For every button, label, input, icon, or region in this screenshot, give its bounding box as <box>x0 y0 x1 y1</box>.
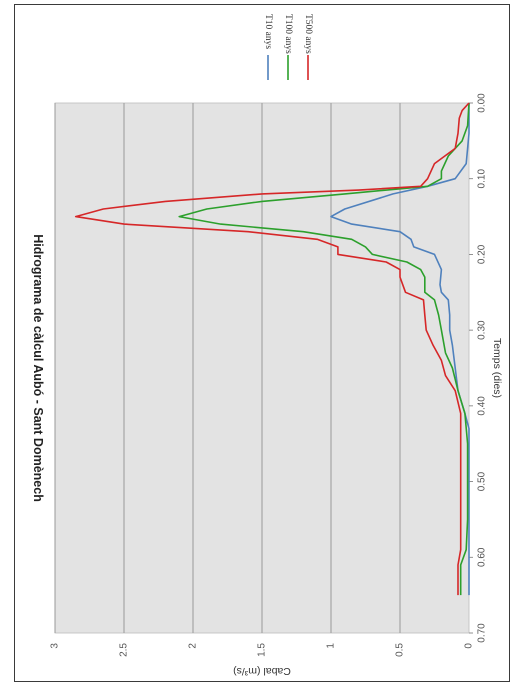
plot-layer: 0 0.5 1 1.5 2 2.5 3 0.00 0.10 0.20 0.30 0.40 0.50 0.6… <box>31 14 503 677</box>
x-tick-label: 0.70 <box>476 623 487 643</box>
y-tick-label: 2.5 <box>119 643 130 657</box>
x-tick-label: 0.20 <box>476 244 487 264</box>
x-tick-label: 0.40 <box>476 396 487 416</box>
y-axis-label: Cabal (m³/s) <box>233 665 291 677</box>
series-line-t100-anys <box>178 102 470 596</box>
legend-label: T100 anys <box>283 14 293 54</box>
y-tick-label: 1.5 <box>257 643 268 657</box>
x-tick-label: 0.60 <box>476 547 487 567</box>
series-line-t500-anys <box>74 102 470 596</box>
x-tick-label: 0.10 <box>476 169 487 189</box>
x-axis-label: Temps (dies) <box>491 338 503 398</box>
y-tick-label: 0.5 <box>395 643 406 657</box>
y-tick-label: 2 <box>188 643 199 649</box>
x-tick-label: 0.50 <box>476 471 487 491</box>
y-tick-label: 0 <box>464 643 475 649</box>
chart-title: Hidrograma de càlcul Aubó - Sant Domènec… <box>31 234 45 502</box>
y-tick-label: 1 <box>326 643 337 649</box>
x-tick-label: 0.30 <box>476 320 487 340</box>
x-tick-label: 0.00 <box>476 93 487 113</box>
legend-label: T500 anys <box>303 14 313 54</box>
y-tick-label: 3 <box>50 643 61 649</box>
legend-label: T10 anys <box>263 14 273 49</box>
